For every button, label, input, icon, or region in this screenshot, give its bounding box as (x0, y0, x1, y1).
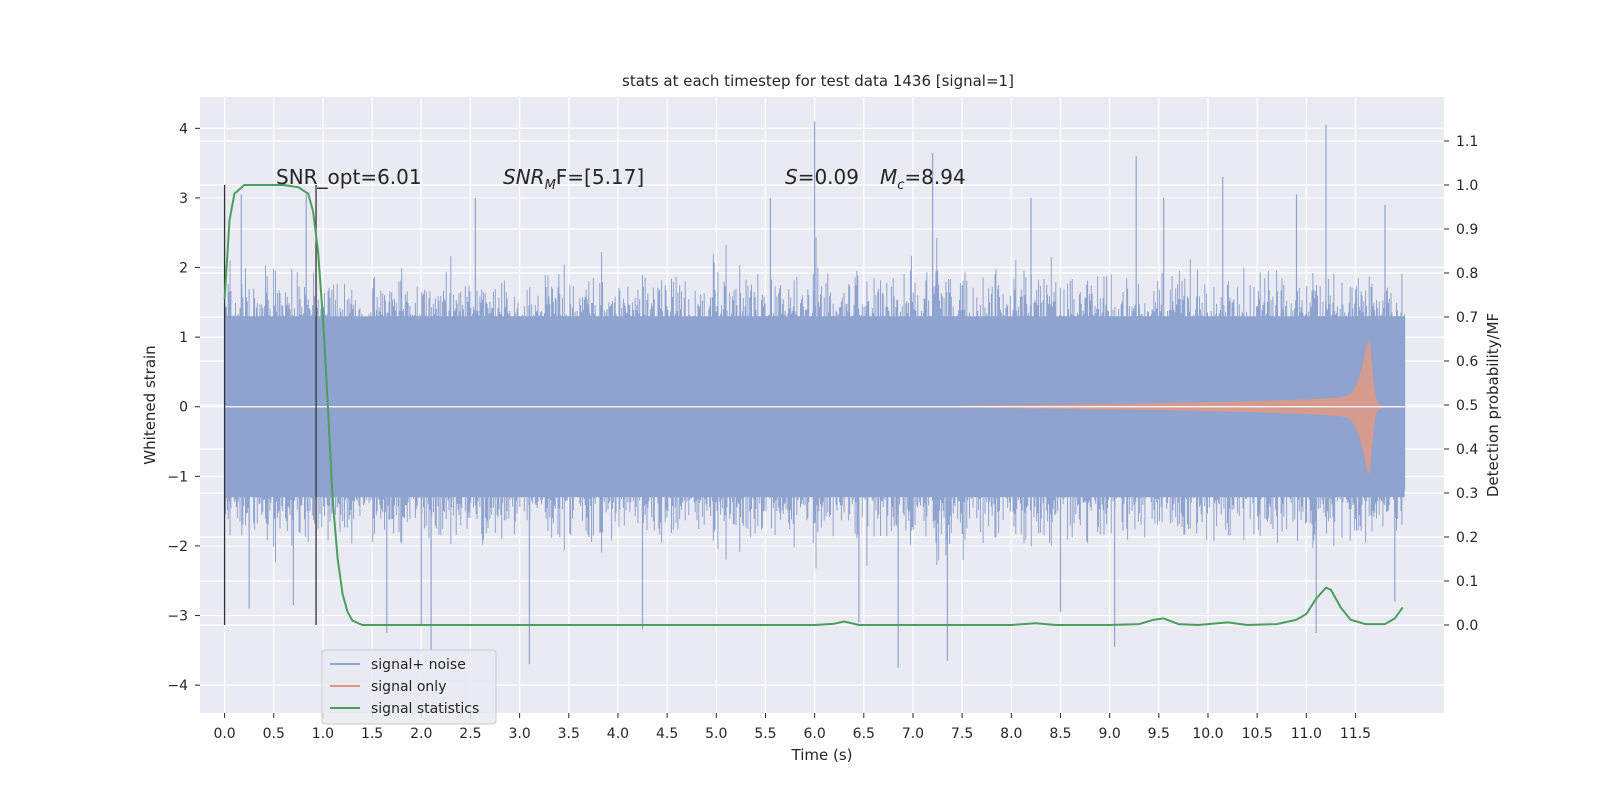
annotations: SNR_opt=6.01 SNRMF=[5.17] S=0.09 Mc=8.94 (276, 165, 966, 193)
x-tick-label: 5.5 (754, 726, 776, 742)
y-tick-label: 3 (179, 191, 188, 207)
signal-statistics-series (223, 184, 1404, 627)
x-tick-label: 1.5 (361, 726, 383, 742)
legend-label-signal-noise: signal+ noise (371, 657, 466, 673)
y2-tick-label: 1.0 (1456, 178, 1478, 194)
x-tick-label: 5.0 (705, 726, 727, 742)
snr-mf-annotation: SNRMF=[5.17] (503, 165, 644, 193)
y-tick-label: 0 (179, 400, 188, 416)
x-tick-label: 4.0 (607, 726, 629, 742)
chart-title: stats at each timestep for test data 143… (622, 72, 1014, 90)
x-tick-label: 2.0 (410, 726, 432, 742)
snr-mf-rest: F=[5.17] (556, 165, 644, 189)
y-tick-label: −1 (167, 469, 188, 485)
s-var: S (785, 165, 798, 189)
y-tick-label: 2 (179, 261, 188, 277)
x-tick-label: 1.0 (312, 726, 334, 742)
x-tick-label: 7.5 (951, 726, 973, 742)
mc-var: M (880, 165, 897, 189)
snr-mf-main: SNR (503, 165, 545, 189)
axes-layer: 0.0 0.5 1.0 1.5 2.0 2.5 3.0 3.5 4.0 4.5 5.0 5.5 6.0 6… (167, 121, 1478, 742)
x-tick-label: 10.5 (1242, 726, 1273, 742)
series-layer (223, 121, 1406, 668)
x-tick-label: 11.5 (1340, 726, 1371, 742)
y2-tick-label: 0.7 (1456, 310, 1478, 326)
y2-tick-label: 0.2 (1456, 530, 1478, 546)
x-tick-label: 0.5 (263, 726, 285, 742)
x-tick-label: 8.0 (1000, 726, 1022, 742)
y2-tick-label: 0.0 (1456, 618, 1478, 634)
y-tick-label: −3 (167, 609, 188, 625)
x-tick-label: 6.0 (803, 726, 825, 742)
x-tick-label: 0.0 (213, 726, 235, 742)
x-tick-label: 4.5 (656, 726, 678, 742)
x-tick-label: 11.0 (1291, 726, 1322, 742)
y-tick-label: 4 (179, 121, 188, 137)
x-tick-label: 3.5 (558, 726, 580, 742)
snr-opt-annotation: SNR_opt=6.01 (276, 165, 422, 189)
x-tick-label: 2.5 (459, 726, 481, 742)
s-annotation: S=0.09 (785, 165, 859, 189)
mc-rest: =8.94 (904, 165, 965, 189)
y-tick-label: −4 (167, 678, 188, 694)
snr-mf-subscript: M (545, 178, 556, 193)
y2-tick-label: 0.4 (1456, 442, 1478, 458)
mc-annotation: Mc=8.94 (880, 165, 966, 193)
y-tick-label: 1 (179, 330, 188, 346)
y2-tick-label: 0.8 (1456, 266, 1478, 282)
mc-subscript: c (897, 178, 904, 193)
noise-peaks (240, 121, 1396, 668)
s-rest: =0.09 (798, 165, 859, 189)
y-axis-label: Whitened strain (141, 345, 159, 464)
y2-tick-label: 0.5 (1456, 398, 1478, 414)
legend-label-signal-statistics: signal statistics (371, 701, 479, 717)
x-tick-label: 3.0 (508, 726, 530, 742)
legend: signal+ noise signal only signal statist… (321, 649, 497, 725)
x-tick-label: 8.5 (1049, 726, 1071, 742)
y2-tick-label: 0.6 (1456, 354, 1478, 370)
x-tick-label: 9.0 (1099, 726, 1121, 742)
y-tick-label: −2 (167, 539, 188, 555)
y2-tick-label: 0.9 (1456, 222, 1478, 238)
x-tick-label: 6.5 (853, 726, 875, 742)
x-axis-label: Time (s) (791, 746, 853, 764)
y2-axis-label: Detection probability/MF (1484, 313, 1502, 497)
y2-tick-label: 0.1 (1456, 574, 1478, 590)
legend-box (321, 649, 497, 725)
y2-tick-label: 0.3 (1456, 486, 1478, 502)
x-tick-label: 7.0 (902, 726, 924, 742)
y2-tick-label: 1.1 (1456, 134, 1478, 150)
legend-label-signal-only: signal only (371, 679, 446, 695)
x-tick-label: 10.0 (1192, 726, 1223, 742)
x-tick-label: 9.5 (1148, 726, 1170, 742)
